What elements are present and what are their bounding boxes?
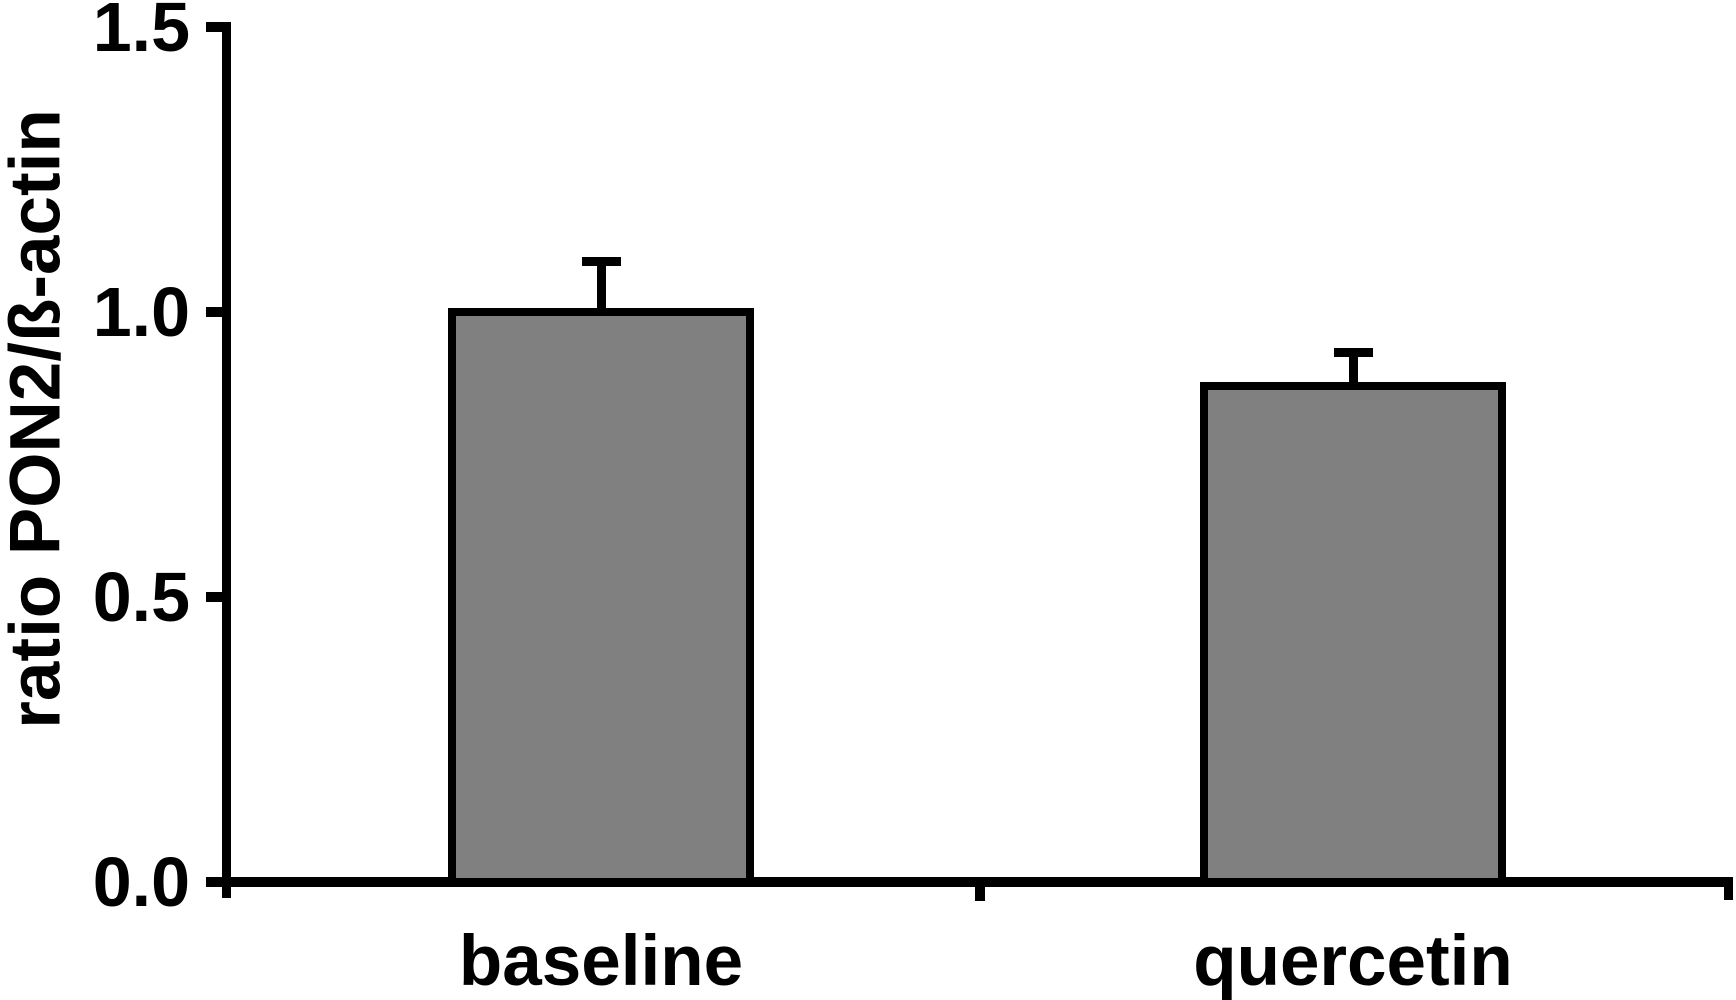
error-bar-stem bbox=[597, 261, 606, 316]
y-tick-mark bbox=[206, 877, 223, 887]
x-axis-line bbox=[222, 877, 1733, 887]
bar-baseline bbox=[448, 308, 754, 886]
category-label-quercetin: quercetin bbox=[1193, 922, 1513, 1000]
category-label-baseline: baseline bbox=[458, 922, 744, 1000]
y-axis-title: ratio PON2/ß-actin bbox=[0, 109, 76, 729]
x-axis-tick-middle bbox=[975, 886, 985, 901]
y-axis-line bbox=[222, 22, 231, 898]
y-tick-label: 1.5 bbox=[92, 0, 190, 66]
x-axis-tick-right bbox=[1724, 886, 1733, 900]
y-tick-label: 0.5 bbox=[92, 558, 190, 636]
y-tick-mark bbox=[206, 307, 223, 317]
y-tick-label: 1.0 bbox=[92, 273, 190, 351]
y-tick-label: 0.0 bbox=[92, 843, 190, 921]
error-bar-stem bbox=[1349, 352, 1358, 390]
error-bar-cap bbox=[1334, 348, 1373, 357]
y-tick-mark bbox=[206, 592, 223, 602]
error-bar-cap bbox=[582, 257, 621, 266]
y-tick-mark bbox=[206, 22, 223, 32]
bar-quercetin bbox=[1200, 382, 1506, 886]
